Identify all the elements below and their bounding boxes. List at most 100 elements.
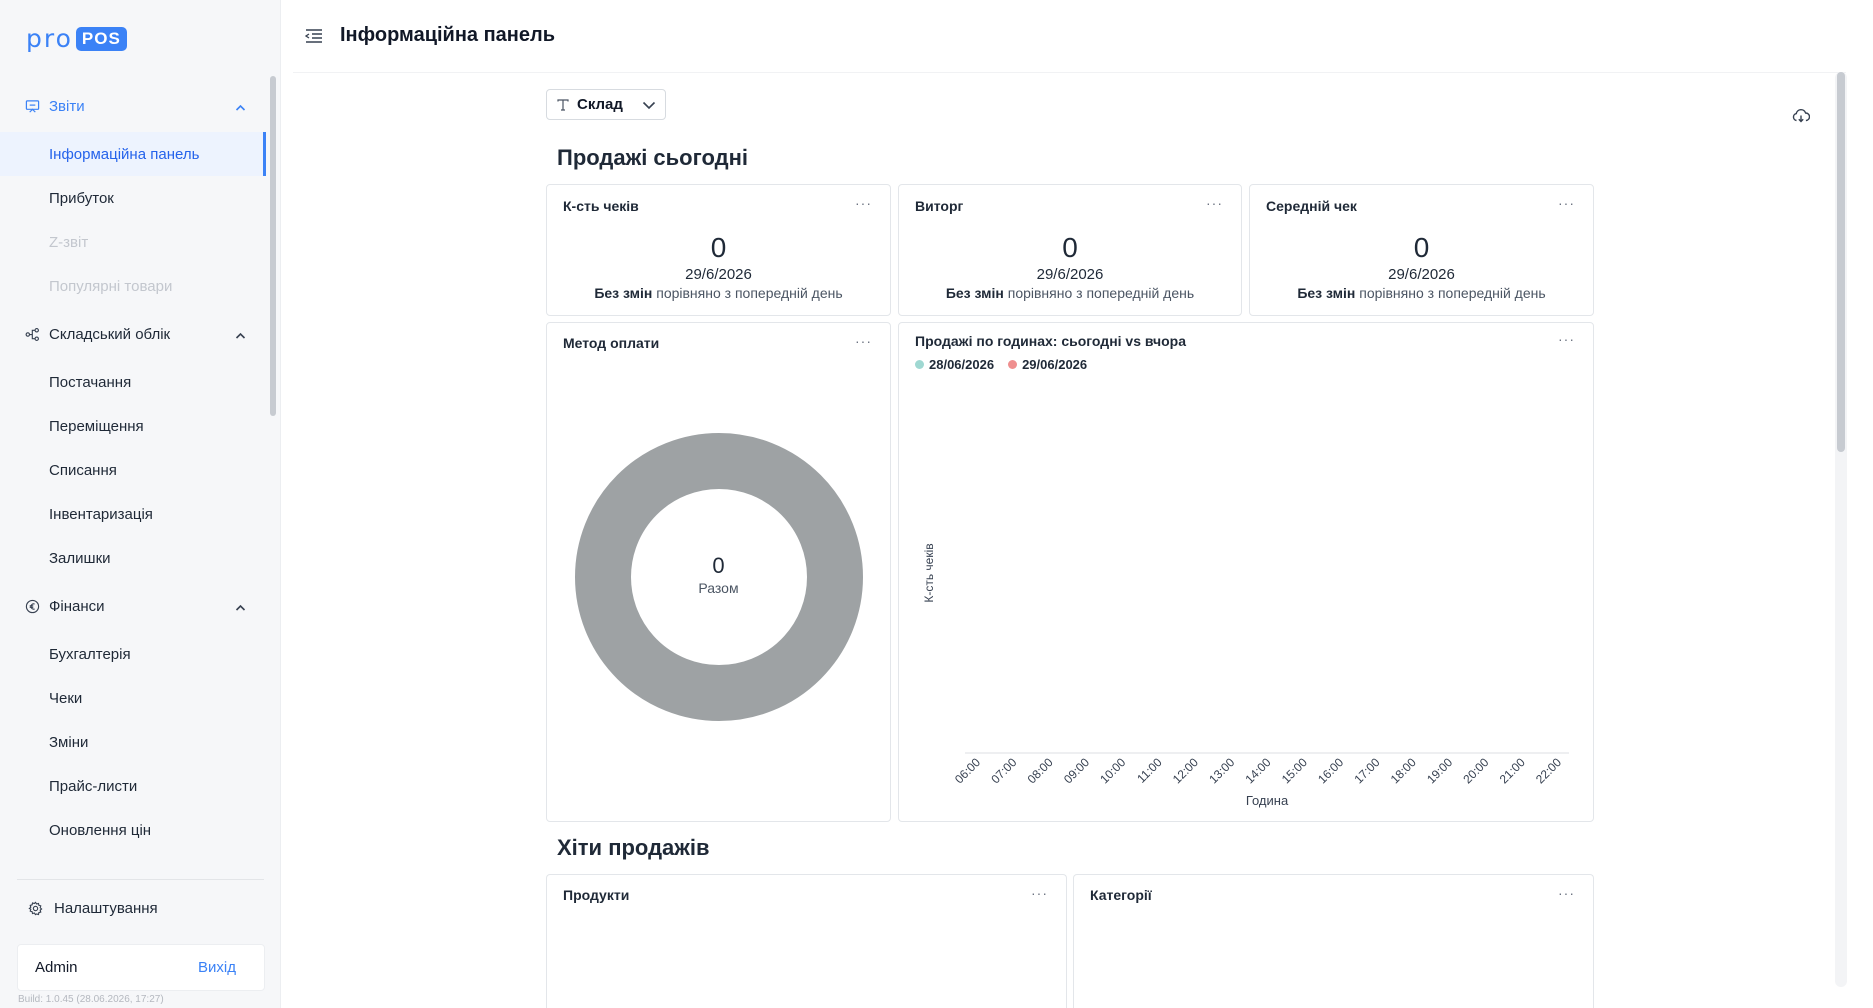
card-title: Метод оплати [563,335,660,351]
legend-dot [1008,360,1018,369]
presentation-icon [24,98,40,114]
sidebar-item-z-report: Z-звіт [49,233,89,251]
x-tick-label: 14:00 [1242,755,1273,786]
kpi-card-receipts: К-сть чеків ··· 0 29/6/2026 Без змін пор… [546,184,891,316]
sidebar-item-popular-products: Популярні товари [49,277,173,295]
card-title: Середній чек [1266,198,1357,214]
kpi-change: Без змін [1297,285,1356,301]
sidebar-item-shifts[interactable]: Зміни [49,733,89,751]
x-tick-label: 07:00 [988,755,1019,786]
kpi-date: 29/6/2026 [1388,266,1455,283]
settings-link[interactable]: Налаштування [28,900,158,917]
x-tick-label: 11:00 [1134,755,1165,786]
logout-link[interactable]: Вихід [198,959,236,976]
card-title: Виторг [915,198,964,214]
kpi-compare-text: порівняно з попередній день [1007,285,1195,301]
settings-label: Налаштування [54,900,158,917]
sidebar-item-write-offs[interactable]: Списання [49,461,117,479]
x-tick-label: 12:00 [1170,755,1201,786]
sidebar-group-label: Складський облік [49,325,171,343]
menu-collapse-icon[interactable] [304,28,323,44]
donut-total-label: Разом [698,580,739,596]
sidebar-group-label: Звіти [49,97,85,115]
sidebar-item-accounting[interactable]: Бухгалтерія [49,645,131,663]
legend-entry-today[interactable]: 29/06/2026 [1008,357,1087,372]
user-box: Admin Вихід [17,944,265,991]
x-tick-label: 16:00 [1315,755,1346,786]
cloud-download-icon[interactable] [1792,108,1811,124]
chevron-up-icon[interactable] [235,99,246,116]
logo-pos-badge: POS [75,26,127,51]
x-tick-label: 18:00 [1388,755,1419,786]
flow-icon [24,326,40,342]
more-icon[interactable]: ··· [1206,195,1223,211]
x-tick-label: 09:00 [1061,755,1092,786]
x-tick-label: 17:00 [1351,755,1382,786]
more-icon[interactable]: ··· [1031,885,1048,901]
logo-pro-text: pro [26,24,73,53]
chevron-down-icon [642,98,656,115]
kpi-change: Без змін [945,285,1004,301]
x-tick-label: 13:00 [1206,755,1237,786]
kpi-value: 0 [710,232,727,263]
kpi-card-average-receipt: Середній чек ··· 0 29/6/2026 Без змін по… [1249,184,1594,316]
logo[interactable]: pro POS [26,24,127,53]
x-tick-label: 21:00 [1497,755,1528,786]
more-icon[interactable]: ··· [855,333,872,349]
sidebar-item-inventory[interactable]: Інвентаризація [49,505,153,523]
card-title: Категорії [1090,887,1152,903]
more-icon[interactable]: ··· [1558,885,1575,901]
main-scrollbar[interactable] [1837,72,1845,452]
sidebar-item-price-lists[interactable]: Прайс-листи [49,777,138,795]
x-axis-ticks: 06:00 07:00 08:00 09:00 10:00 11:00 12:00 13:00… [952,755,1564,786]
kpi-compare-text: порівняно з попередній день [656,285,843,301]
x-tick-label: 15:00 [1279,755,1310,786]
chevron-up-icon[interactable] [235,599,246,616]
sidebar-item-dashboard[interactable]: Інформаційна панель [0,132,266,176]
chevron-up-icon[interactable] [235,327,246,344]
more-icon[interactable]: ··· [855,195,872,211]
header-divider [293,72,1846,73]
payment-method-card: Метод оплати ··· 0 Разом [546,322,891,822]
legend-label: 29/06/2026 [1022,357,1088,372]
sidebar-item-profit[interactable]: Прибуток [49,189,114,207]
x-tick-label: 20:00 [1460,755,1491,786]
sidebar-item-price-updates[interactable]: Оновлення цін [49,821,152,839]
legend-dot [915,360,924,369]
kpi-compare: Без змін порівняно з попередній день [1250,285,1593,301]
x-tick-label: 19:00 [1424,755,1455,786]
card-title: Продажі по годинах: сьогодні vs вчора [915,333,1186,349]
legend-label: 28/06/2026 [929,357,995,372]
sidebar-group-warehouse[interactable]: Складський облік [0,308,266,360]
chart-legend: 28/06/2026 29/06/2026 [915,357,1101,372]
sidebar-item-supplies[interactable]: Постачання [49,373,132,391]
x-tick-label: 08:00 [1025,755,1056,786]
more-icon[interactable]: ··· [1558,331,1575,347]
sidebar-group-finance[interactable]: Фінанси [0,580,266,632]
hourly-sales-chart: 06:00 07:00 08:00 09:00 10:00 11:00 12:00 13:00… [922,543,1569,808]
top-products-card: Продукти ··· [546,874,1067,1008]
gear-icon [28,901,43,916]
section-title-today: Продажі сьогодні [557,145,749,170]
sidebar-scrollbar[interactable] [270,76,276,416]
kpi-card-revenue: Виторг ··· 0 29/6/2026 Без змін порівнян… [898,184,1242,316]
sidebar-item-receipts[interactable]: Чеки [49,689,83,707]
section-title-hits: Хіти продажів [557,835,710,860]
more-icon[interactable]: ··· [1558,195,1575,211]
donut-ring[interactable] [575,433,863,721]
x-tick-label: 10:00 [1097,755,1128,786]
legend-entry-yesterday[interactable]: 28/06/2026 [915,357,994,372]
sidebar-group-reports[interactable]: Звіти [0,80,266,132]
sidebar-item-stock[interactable]: Залишки [49,549,111,567]
payment-donut-chart [575,433,863,721]
euro-icon [24,598,40,614]
warehouse-filter-select[interactable]: Склад [546,89,666,120]
sidebar: pro POS Звіти Інформаційна панель Прибут… [0,0,281,1008]
x-tick-label: 06:00 [952,755,983,786]
sidebar-nav: Звіти Інформаційна панель Прибуток Z-зві… [0,80,266,845]
x-axis-label: Година [1246,793,1289,808]
kpi-value: 0 [1062,232,1078,263]
sidebar-item-transfers[interactable]: Переміщення [49,417,144,435]
y-axis-label: К-сть чеків [922,543,936,602]
card-title: Продукти [563,887,630,903]
